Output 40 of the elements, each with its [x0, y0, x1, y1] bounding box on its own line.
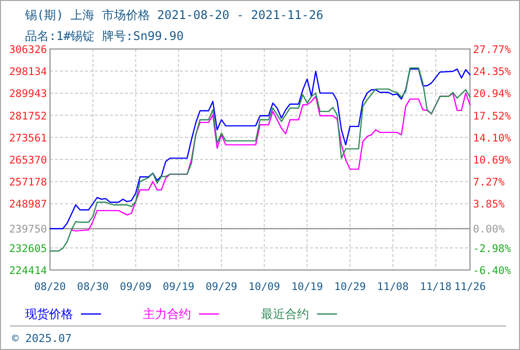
y-tick-label: 257178	[9, 176, 47, 189]
y2-tick-label: 7.27%	[473, 176, 506, 189]
line-series	[70, 92, 471, 232]
x-tick-label: 10/09	[248, 281, 280, 293]
x-tick-label: 11/08	[377, 281, 409, 293]
y-tick-label: 281752	[9, 110, 47, 122]
legend-label: 现货价格	[25, 307, 73, 321]
x-tick-label: 11/18	[420, 281, 452, 293]
x-tick-label: 10/19	[291, 281, 323, 293]
y-tick-label: 248987	[9, 198, 47, 211]
x-tick-label: 11/26	[454, 281, 486, 293]
y-tick-label: 224414	[9, 265, 47, 277]
x-tick-label: 08/20	[34, 281, 66, 293]
x-tick-label: 10/29	[334, 281, 366, 293]
y2-tick-label: 27.77%	[473, 44, 512, 56]
y-tick-label: 232605	[9, 242, 47, 255]
x-tick-label: 09/09	[120, 281, 152, 293]
y-tick-label: 298134	[9, 66, 47, 78]
y-tick-label: 306326	[9, 44, 47, 56]
x-tick-label: 09/19	[162, 281, 194, 293]
y2-tick-label: 20.94%	[473, 88, 512, 100]
x-tick-label: 08/30	[77, 281, 109, 293]
y-tick-label: 289943	[9, 88, 47, 100]
y2-tick-label: 24.35%	[473, 66, 512, 78]
chart-title: 锡(期) 上海 市场价格 2021-08-20 - 2021-11-26	[24, 8, 324, 22]
y2-tick-label: 0.00%	[473, 224, 506, 236]
legend-label: 最近合约	[261, 307, 309, 321]
y2-tick-label: -2.98%	[473, 242, 512, 255]
x-tick-label: 09/29	[206, 281, 238, 293]
y2-tick-label: 14.10%	[473, 132, 512, 144]
y2-tick-label: -6.40%	[473, 265, 512, 277]
y2-tick-label: 10.69%	[473, 154, 512, 166]
y2-tick-label: 17.52%	[473, 110, 512, 122]
y-tick-label: 265370	[9, 154, 47, 166]
y2-tick-label: 3.85%	[473, 198, 506, 211]
y-tick-label: 273561	[9, 132, 47, 144]
chart-subtitle: 品名:1#锡锭 牌号:Sn99.90	[25, 29, 184, 43]
legend-label: 主力合约	[143, 307, 191, 321]
text: © 2025.07	[12, 332, 72, 345]
y-tick-label: 239750	[9, 224, 47, 236]
